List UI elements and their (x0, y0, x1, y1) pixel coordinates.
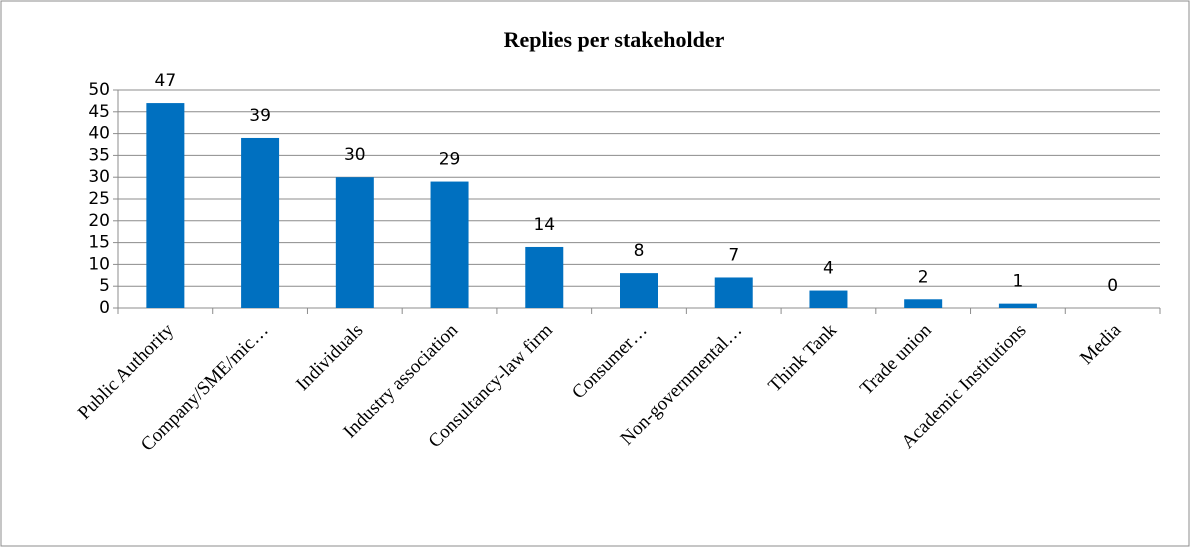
y-tick-label: 40 (88, 124, 110, 144)
data-label: 4 (823, 259, 834, 279)
data-label: 0 (1107, 276, 1118, 296)
data-label: 29 (439, 150, 461, 170)
y-tick-label: 25 (88, 189, 110, 209)
data-label: 47 (155, 71, 177, 91)
y-tick-label: 30 (88, 167, 110, 187)
bar (146, 103, 185, 308)
y-tick-label: 10 (88, 254, 110, 274)
data-label: 14 (533, 215, 555, 235)
bar (335, 177, 374, 308)
chart-title: Replies per stakeholder (504, 27, 725, 52)
bar (714, 277, 753, 308)
data-label: 8 (634, 241, 645, 261)
data-label: 39 (249, 106, 271, 126)
bar (904, 299, 943, 308)
y-tick-label: 5 (99, 276, 110, 296)
y-tick-label: 0 (99, 298, 110, 318)
data-label: 1 (1012, 272, 1023, 292)
y-tick-label: 45 (88, 102, 110, 122)
data-label: 30 (344, 145, 366, 165)
bar (809, 290, 848, 308)
bar (620, 273, 658, 308)
y-tick-label: 50 (88, 80, 110, 100)
bar (241, 137, 280, 308)
data-label: 2 (918, 267, 929, 287)
bar (998, 303, 1037, 308)
data-label: 7 (728, 245, 739, 265)
y-tick-label: 20 (88, 211, 110, 231)
y-tick-label: 15 (88, 233, 110, 253)
bar (430, 181, 469, 308)
y-tick-label: 35 (88, 145, 110, 165)
bar (525, 246, 564, 308)
